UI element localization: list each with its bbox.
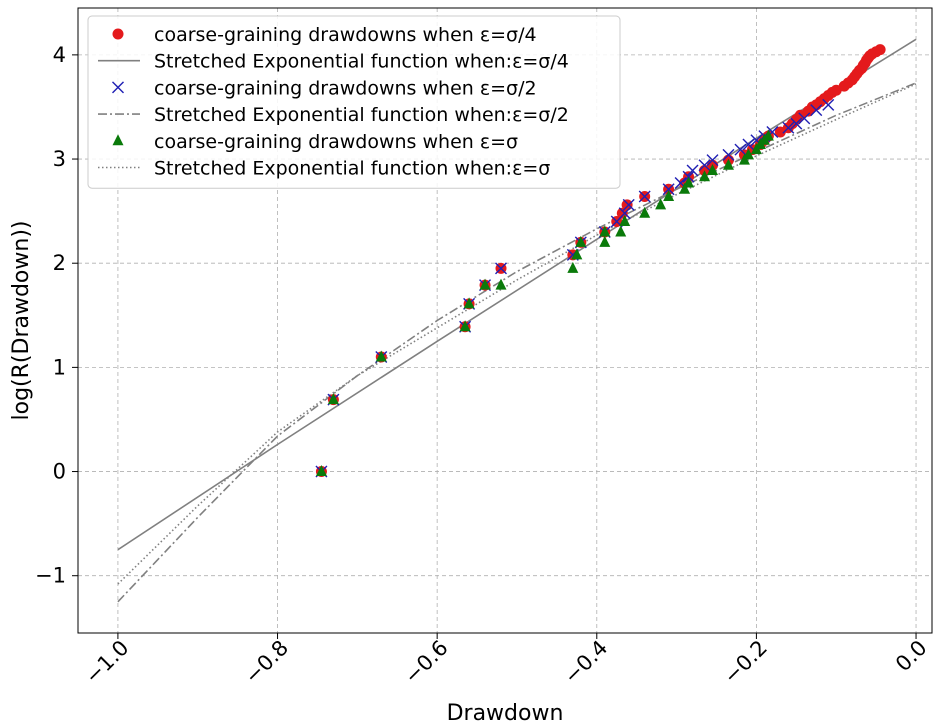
data-point [722,158,734,170]
data-point [618,207,631,220]
y-tick-label: 1 [53,355,66,379]
data-point [679,182,691,194]
legend-marker-2 [112,81,124,94]
x-marker-stroke [742,138,755,151]
x-marker-stroke [686,164,699,177]
x-marker-stroke [810,104,823,117]
x-marker-stroke [622,198,635,211]
data-point [734,143,747,156]
x-tick-label: −0.4 [559,636,612,689]
legend-label-5: Stretched Exponential function when:ε=σ [154,158,550,180]
series-4-points [315,129,774,477]
data-point [571,248,583,260]
legend-label-4: coarse-graining drawdowns when ε=σ [154,131,518,153]
legend-label-3: Stretched Exponential function when:ε=σ/… [154,104,569,126]
data-point [742,148,754,160]
data-point [686,164,699,177]
data-points [315,44,886,478]
legend-box [87,15,621,189]
x-marker-stroke [706,154,719,167]
data-point [683,176,695,188]
x-marker-stroke [638,190,651,203]
x-marker-stroke [798,112,811,125]
data-point [762,129,774,141]
legend-label-2: coarse-graining drawdowns when ε=σ/2 [154,77,537,99]
plot-frame [77,7,933,634]
data-point [798,112,811,125]
data-point [662,183,675,196]
y-axis-label: log(R(Drawdown)) [9,221,34,421]
x-marker-stroke [674,177,687,189]
data-point [599,235,611,247]
data-point [698,159,711,172]
x-tick-label: −0.6 [400,636,453,689]
data-point [638,190,651,203]
data-point [706,154,719,167]
data-point [810,104,823,117]
x-marker-stroke [698,159,711,172]
legend-label-0: coarse-graining drawdowns when ε=σ/4 [154,24,537,46]
legend-label-1: Stretched Exponential function when:ε=σ/… [154,51,569,73]
data-point [782,121,795,134]
x-marker-stroke [750,134,763,147]
data-point [621,199,633,211]
fit-line-3 [117,82,917,603]
x-marker-stroke [495,262,508,275]
y-tick-label: 3 [53,147,66,171]
data-point [375,350,387,362]
x-marker-stroke [734,143,747,156]
x-tick-label: −0.2 [719,636,772,689]
x-marker-stroke [722,148,735,161]
data-point [599,225,611,237]
data-point [463,297,475,309]
x-marker-stroke [618,207,631,220]
x-marker-stroke [822,98,835,111]
y-tick-label: 4 [53,43,66,67]
x-tick-label: −1.0 [80,636,133,689]
data-point [495,262,508,275]
data-point [699,170,711,182]
legend-marker-4 [112,134,124,146]
data-point [639,206,651,218]
data-point [459,320,471,332]
data-point [663,190,675,202]
data-point [655,198,667,210]
data-point [479,278,491,290]
data-point [327,393,339,405]
data-point [790,117,803,130]
data-point [495,278,507,290]
data-point [567,261,579,273]
x-tick-label: −0.8 [240,636,293,689]
y-tick-label: 2 [53,251,66,275]
data-point [575,235,587,247]
data-point [619,215,631,227]
x-marker-stroke [662,183,675,196]
data-point [822,98,835,111]
data-point [615,225,627,237]
x-marker-stroke [782,121,795,134]
data-point [742,138,755,151]
legend-marker-0 [112,28,124,40]
x-axis-label: Drawdown [447,701,564,726]
fit-lines [117,38,917,603]
legend: coarse-graining drawdowns when ε=σ/4 Stre… [87,15,621,189]
data-point [622,198,635,211]
data-point [722,148,735,161]
data-point [707,164,719,175]
x-tick-label: 0.0 [891,636,932,677]
x-marker-stroke [112,81,124,94]
data-point [315,465,327,477]
fit-line-1 [117,38,917,551]
y-tick-label: 0 [53,460,66,484]
y-tick-label: −1 [35,564,66,588]
fit-line-5 [117,83,917,585]
data-point [874,44,886,56]
x-marker-stroke [790,117,803,130]
